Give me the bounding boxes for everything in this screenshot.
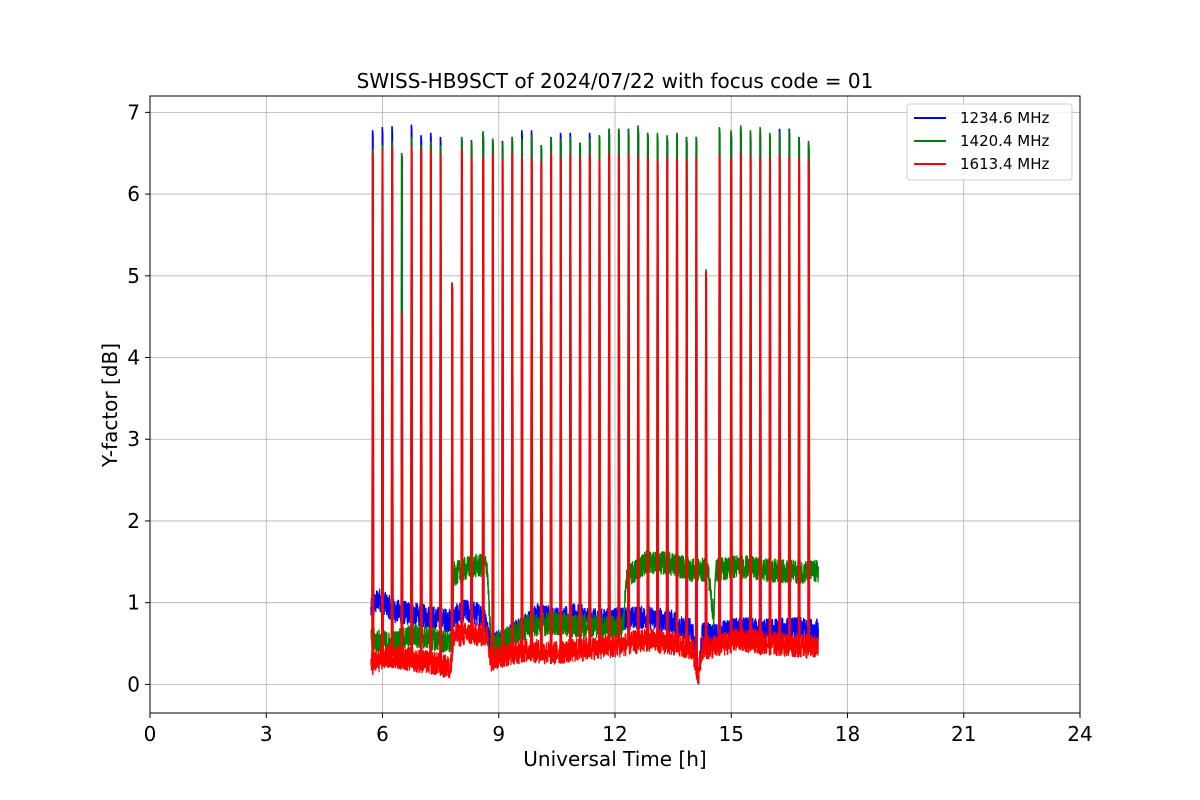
spike-mark — [549, 153, 553, 654]
y-tick-label: 7 — [127, 100, 140, 124]
spike-mark — [797, 157, 801, 646]
spike-mark — [739, 153, 743, 640]
spike-mark — [381, 149, 384, 660]
spike-mark — [439, 153, 443, 666]
x-tick-label: 21 — [951, 722, 976, 746]
spike-mark — [568, 153, 572, 651]
x-tick-label: 3 — [260, 722, 273, 746]
y-tick-label: 5 — [127, 264, 140, 288]
spike-mark — [718, 154, 722, 646]
spike-mark — [598, 159, 601, 648]
spike-mark — [665, 157, 669, 644]
spike-mark — [419, 149, 423, 662]
y-tick-label: 4 — [127, 346, 140, 370]
spike-mark — [460, 149, 464, 635]
chart-title: SWISS-HB9SCT of 2024/07/22 with focus co… — [357, 69, 874, 93]
spike-mark — [371, 151, 375, 664]
spike-mark — [539, 161, 543, 652]
y-tick-label: 2 — [127, 509, 140, 533]
spike-mark — [510, 153, 514, 654]
x-axis-label: Universal Time [h] — [523, 747, 706, 771]
spike-mark — [429, 149, 433, 663]
y-tick-label: 3 — [127, 427, 140, 451]
legend-box — [906, 103, 1073, 181]
spike-mark — [588, 154, 592, 649]
x-tick-label: 18 — [835, 722, 860, 746]
spike-mark — [768, 157, 772, 644]
x-tick-label: 24 — [1067, 722, 1092, 746]
spike-mark — [656, 159, 660, 642]
x-tick-label: 12 — [602, 722, 627, 746]
spike-mark — [778, 154, 782, 645]
spike-mark — [807, 159, 811, 647]
spike-mark — [390, 146, 394, 657]
x-tick-label: 0 — [144, 722, 157, 746]
y-tick-label: 0 — [127, 672, 140, 696]
spike-mark — [470, 157, 474, 634]
spike-mark — [607, 153, 611, 647]
series-baseline-line — [370, 621, 819, 685]
spike-mark — [530, 157, 534, 651]
legend-entry: 1234.6 MHz — [960, 109, 1049, 127]
spike-mark — [501, 159, 505, 657]
spike-mark — [481, 157, 485, 636]
series-baseline-line — [370, 550, 819, 658]
spike-mark — [491, 153, 495, 660]
spike-mark — [410, 146, 414, 660]
legend-entry: 1420.4 MHz — [960, 132, 1049, 150]
spike-mark — [694, 157, 698, 667]
x-tick-label: 6 — [376, 722, 389, 746]
x-tick-label: 9 — [492, 722, 505, 746]
spike-mark — [704, 271, 708, 648]
spike-mark — [749, 154, 753, 642]
y-axis-label: Y-factor [dB] — [98, 343, 122, 468]
series-layer — [370, 124, 819, 685]
spike-mark — [559, 157, 563, 653]
series-2 — [370, 146, 819, 685]
spike-mark — [578, 157, 582, 650]
y-tick-label: 1 — [127, 591, 140, 615]
legend: 1234.6 MHz 1420.4 MHz 1613.4 MHz — [906, 103, 1073, 181]
x-tick-label: 15 — [719, 722, 744, 746]
spike-mark — [520, 157, 524, 652]
spike-mark — [729, 157, 733, 642]
spike-mark — [617, 154, 621, 646]
y-tick-label: 6 — [127, 182, 140, 206]
spike-mark — [400, 312, 404, 658]
spike-mark — [627, 153, 631, 644]
legend-entry: 1613.4 MHz — [960, 155, 1049, 173]
spike-mark — [675, 157, 679, 645]
spike-mark — [758, 157, 762, 643]
spike-mark — [450, 282, 454, 652]
spike-mark — [787, 157, 791, 645]
spike-mark — [685, 159, 689, 647]
spike-mark — [646, 157, 650, 640]
spike-mark — [636, 154, 640, 642]
